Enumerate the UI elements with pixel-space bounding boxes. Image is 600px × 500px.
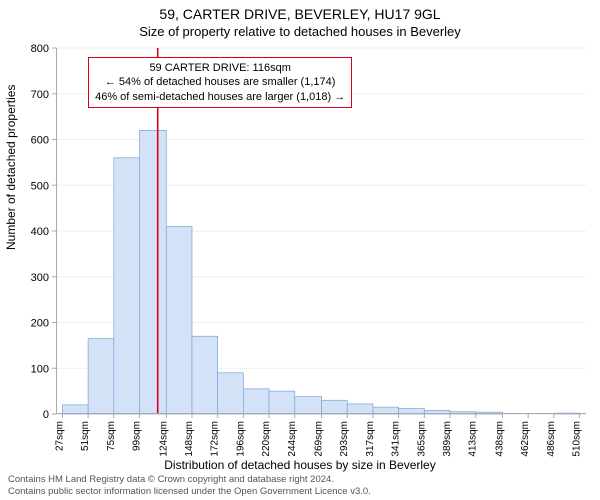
svg-text:99sqm: 99sqm (132, 421, 143, 451)
svg-text:462sqm: 462sqm (520, 421, 531, 457)
svg-text:269sqm: 269sqm (314, 421, 325, 457)
svg-text:600: 600 (31, 135, 49, 147)
svg-text:510sqm: 510sqm (572, 421, 583, 457)
svg-text:300: 300 (31, 272, 49, 284)
y-axis-label: Number of detached properties (4, 85, 18, 250)
annotation-line-1: 59 CARTER DRIVE: 116sqm (95, 61, 345, 75)
svg-text:293sqm: 293sqm (339, 421, 350, 457)
svg-text:124sqm: 124sqm (158, 421, 169, 457)
svg-text:148sqm: 148sqm (184, 421, 195, 457)
footer-attribution: Contains HM Land Registry data © Crown c… (8, 474, 371, 498)
svg-text:486sqm: 486sqm (546, 421, 557, 457)
svg-text:75sqm: 75sqm (106, 421, 117, 451)
svg-text:800: 800 (31, 43, 49, 55)
svg-text:27sqm: 27sqm (54, 421, 65, 451)
svg-text:172sqm: 172sqm (210, 421, 221, 457)
svg-text:244sqm: 244sqm (287, 421, 298, 457)
svg-text:438sqm: 438sqm (494, 421, 505, 457)
annotation-line-3: 46% of semi-detached houses are larger (… (95, 90, 345, 104)
svg-text:200: 200 (31, 318, 49, 330)
page-subtitle: Size of property relative to detached ho… (0, 22, 600, 39)
svg-text:220sqm: 220sqm (261, 421, 272, 457)
x-axis-label: Distribution of detached houses by size … (0, 458, 600, 472)
svg-text:500: 500 (31, 180, 49, 192)
svg-text:0: 0 (43, 409, 49, 421)
annotation-line-2: ← 54% of detached houses are smaller (1,… (95, 75, 345, 89)
svg-text:700: 700 (31, 89, 49, 101)
svg-text:100: 100 (31, 363, 49, 375)
svg-text:341sqm: 341sqm (391, 421, 402, 457)
svg-text:317sqm: 317sqm (365, 421, 376, 457)
annotation-box: 59 CARTER DRIVE: 116sqm ← 54% of detache… (88, 57, 352, 108)
svg-text:196sqm: 196sqm (235, 421, 246, 457)
svg-text:413sqm: 413sqm (468, 421, 479, 457)
svg-text:400: 400 (31, 226, 49, 238)
svg-text:365sqm: 365sqm (416, 421, 427, 457)
footer-line-2: Contains public sector information licen… (8, 486, 371, 498)
page-title: 59, CARTER DRIVE, BEVERLEY, HU17 9GL (0, 0, 600, 22)
chart-area: 010020030040050060070080027sqm51sqm75sqm… (56, 48, 586, 414)
svg-text:389sqm: 389sqm (442, 421, 453, 457)
svg-text:51sqm: 51sqm (80, 421, 91, 451)
footer-line-1: Contains HM Land Registry data © Crown c… (8, 474, 371, 486)
